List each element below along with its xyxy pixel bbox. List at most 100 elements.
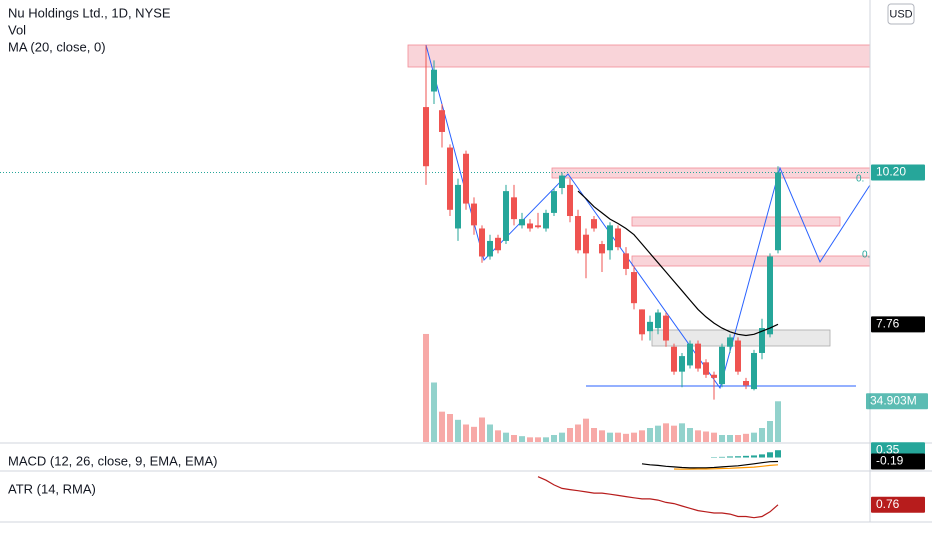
- volume-bar: [511, 435, 517, 442]
- marks: [0, 45, 870, 519]
- candle-body: [543, 212, 549, 229]
- volume-bar: [759, 428, 765, 442]
- candle-body: [423, 107, 429, 167]
- volume-bar: [767, 421, 773, 442]
- zigzag-drawing: [425, 44, 871, 390]
- candle-body: [607, 225, 613, 251]
- volume-bar: [711, 432, 717, 442]
- volume-bar: [591, 428, 597, 442]
- volume-bar: [559, 432, 565, 442]
- indicator-title: MACD (12, 26, close, 9, EMA, EMA): [8, 453, 218, 468]
- volume-bar: [727, 435, 733, 442]
- candle-body: [471, 203, 477, 226]
- volume-bar: [519, 436, 525, 442]
- volume-bar: [647, 428, 653, 442]
- candle-body: [775, 172, 781, 251]
- volume-bar: [479, 417, 485, 442]
- macd-histogram: [735, 456, 741, 458]
- candle-body: [767, 256, 773, 335]
- candle-body: [671, 346, 677, 372]
- candle-body: [559, 175, 565, 189]
- candle-body: [695, 343, 701, 369]
- macd-histogram: [767, 452, 773, 458]
- volume-bar: [703, 431, 709, 442]
- legend-entry: Vol: [8, 22, 26, 37]
- volume-bar: [495, 430, 501, 442]
- volume-bar: [567, 428, 573, 442]
- volume-bar: [599, 430, 605, 442]
- candle-body: [679, 356, 685, 372]
- candle-body: [439, 110, 445, 132]
- candle-body: [511, 197, 517, 220]
- candle-body: [575, 216, 581, 251]
- candle-body: [455, 184, 461, 229]
- candle-body: [735, 340, 741, 372]
- atr-line: [537, 476, 779, 519]
- candle-body: [431, 69, 437, 92]
- labels: 10.20 7.76 0.35-0.19 0.76 34.903M: [866, 164, 928, 513]
- volume-label: 34.903M: [870, 393, 917, 407]
- legend-entry: MA (20, close, 0): [8, 39, 106, 54]
- candle-body: [591, 219, 597, 229]
- chart-title: Nu Holdings Ltd., 1D, NYSE: [8, 5, 171, 20]
- volume-bar: [487, 424, 493, 442]
- macd-histogram: [751, 455, 757, 458]
- resistance-zone: [631, 216, 841, 227]
- currency[interactable]: USD: [889, 8, 912, 20]
- volume-bar: [535, 437, 541, 442]
- signal-line: [673, 464, 779, 470]
- volume-bar: [775, 401, 781, 442]
- volume-bar: [615, 432, 621, 442]
- atr-value-label-bg: [871, 496, 925, 513]
- macd-line: [641, 460, 779, 469]
- candle-body: [495, 237, 501, 251]
- volume-bar: [735, 435, 741, 442]
- macd-histogram: [743, 455, 749, 458]
- candle-body: [519, 219, 525, 226]
- volume-label-bg: [866, 393, 928, 410]
- volume-bar: [687, 428, 693, 442]
- macd-histogram: [775, 450, 781, 458]
- candle-body: [743, 380, 749, 386]
- volume-bar: [743, 433, 749, 442]
- candle-body: [583, 234, 589, 254]
- volume-bar: [607, 432, 613, 442]
- volume-bar: [671, 425, 677, 442]
- volume-bar: [583, 418, 589, 442]
- volume-bar: [503, 432, 509, 442]
- resistance-zone: [551, 167, 871, 179]
- volume-bar: [679, 423, 685, 442]
- candle-body: [615, 228, 621, 248]
- last-price-label: 10.20: [876, 165, 906, 179]
- volume-bar: [455, 419, 461, 442]
- candle-body: [503, 191, 509, 241]
- volume-bar: [751, 432, 757, 442]
- candle-body: [623, 253, 629, 269]
- candle-body: [703, 362, 709, 375]
- ma-value-label: 7.76: [876, 317, 900, 331]
- candle-body: [647, 321, 653, 332]
- resistance-zone: [631, 255, 871, 267]
- macd-value-label: -0.19: [876, 454, 904, 468]
- volume-bar: [639, 430, 645, 442]
- candle-body: [527, 223, 533, 229]
- candle-body: [727, 337, 733, 347]
- candle-body: [711, 374, 717, 378]
- candle-body: [567, 184, 573, 217]
- currency-button[interactable]: [887, 3, 915, 25]
- volume-bar: [463, 424, 469, 442]
- moving-average: [577, 190, 779, 337]
- volume-bar: [447, 414, 453, 442]
- candle-body: [535, 225, 541, 228]
- volume-bar: [527, 437, 533, 442]
- ma-value-label-bg: [871, 316, 925, 333]
- candle-body: [479, 228, 485, 257]
- volume-bar: [543, 437, 549, 442]
- volume-bar: [719, 435, 725, 442]
- volume-bar: [551, 435, 557, 442]
- last-price-label-bg: [871, 164, 925, 181]
- macd-histogram: [719, 456, 725, 458]
- volume-bar: [631, 432, 637, 442]
- candle-body: [599, 244, 605, 254]
